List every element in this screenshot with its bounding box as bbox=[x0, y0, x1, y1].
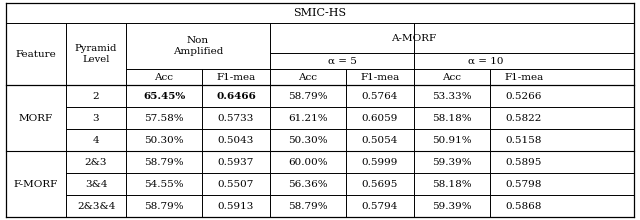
Text: 2&3&4: 2&3&4 bbox=[77, 202, 115, 211]
Text: 58.79%: 58.79% bbox=[288, 92, 328, 101]
Text: F1-mea: F1-mea bbox=[360, 73, 399, 81]
Text: 58.79%: 58.79% bbox=[144, 158, 184, 167]
Text: 0.5999: 0.5999 bbox=[362, 158, 398, 167]
Text: 0.5764: 0.5764 bbox=[362, 92, 398, 101]
Text: 0.5158: 0.5158 bbox=[506, 136, 542, 145]
Text: 53.33%: 53.33% bbox=[432, 92, 472, 101]
Text: 0.6466: 0.6466 bbox=[216, 92, 256, 101]
Text: 0.5798: 0.5798 bbox=[506, 180, 542, 189]
Text: 3&4: 3&4 bbox=[84, 180, 108, 189]
Text: 54.55%: 54.55% bbox=[144, 180, 184, 189]
Text: F1-mea: F1-mea bbox=[504, 73, 543, 81]
Text: 0.5895: 0.5895 bbox=[506, 158, 542, 167]
Text: 0.5937: 0.5937 bbox=[218, 158, 254, 167]
Text: 0.5913: 0.5913 bbox=[218, 202, 254, 211]
Text: MORF: MORF bbox=[19, 114, 53, 123]
Text: 0.5507: 0.5507 bbox=[218, 180, 254, 189]
Text: Acc: Acc bbox=[298, 73, 317, 81]
Text: 2: 2 bbox=[93, 92, 99, 101]
Text: 56.36%: 56.36% bbox=[288, 180, 328, 189]
Text: A-MORF: A-MORF bbox=[392, 33, 436, 42]
Text: 59.39%: 59.39% bbox=[432, 202, 472, 211]
Text: 58.79%: 58.79% bbox=[288, 202, 328, 211]
Text: 0.5695: 0.5695 bbox=[362, 180, 398, 189]
Text: 58.18%: 58.18% bbox=[432, 180, 472, 189]
Text: 0.6059: 0.6059 bbox=[362, 114, 398, 123]
Text: 57.58%: 57.58% bbox=[144, 114, 184, 123]
Text: Acc: Acc bbox=[442, 73, 461, 81]
Text: α = 10: α = 10 bbox=[468, 57, 504, 66]
Text: 50.91%: 50.91% bbox=[432, 136, 472, 145]
Text: 58.79%: 58.79% bbox=[144, 202, 184, 211]
Text: 50.30%: 50.30% bbox=[144, 136, 184, 145]
Text: Acc: Acc bbox=[154, 73, 173, 81]
Text: 0.5868: 0.5868 bbox=[506, 202, 542, 211]
Text: 0.5822: 0.5822 bbox=[506, 114, 542, 123]
Text: 65.45%: 65.45% bbox=[143, 92, 185, 101]
Text: 50.30%: 50.30% bbox=[288, 136, 328, 145]
Text: 58.18%: 58.18% bbox=[432, 114, 472, 123]
Text: α = 5: α = 5 bbox=[328, 57, 356, 66]
Text: 3: 3 bbox=[93, 114, 99, 123]
Text: Non
Amplified: Non Amplified bbox=[173, 36, 223, 56]
Text: SMIC-HS: SMIC-HS bbox=[293, 8, 347, 18]
Text: 59.39%: 59.39% bbox=[432, 158, 472, 167]
Text: 0.5733: 0.5733 bbox=[218, 114, 254, 123]
Text: 61.21%: 61.21% bbox=[288, 114, 328, 123]
Text: Feature: Feature bbox=[15, 50, 56, 59]
Text: 0.5794: 0.5794 bbox=[362, 202, 398, 211]
Text: 0.5054: 0.5054 bbox=[362, 136, 398, 145]
Text: 0.5043: 0.5043 bbox=[218, 136, 254, 145]
Text: 4: 4 bbox=[93, 136, 99, 145]
Text: 0.5266: 0.5266 bbox=[506, 92, 542, 101]
Text: 60.00%: 60.00% bbox=[288, 158, 328, 167]
Text: F-MORF: F-MORF bbox=[14, 180, 58, 189]
Text: Pyramid
Level: Pyramid Level bbox=[75, 44, 117, 64]
Text: F1-mea: F1-mea bbox=[216, 73, 255, 81]
Text: 2&3: 2&3 bbox=[84, 158, 108, 167]
